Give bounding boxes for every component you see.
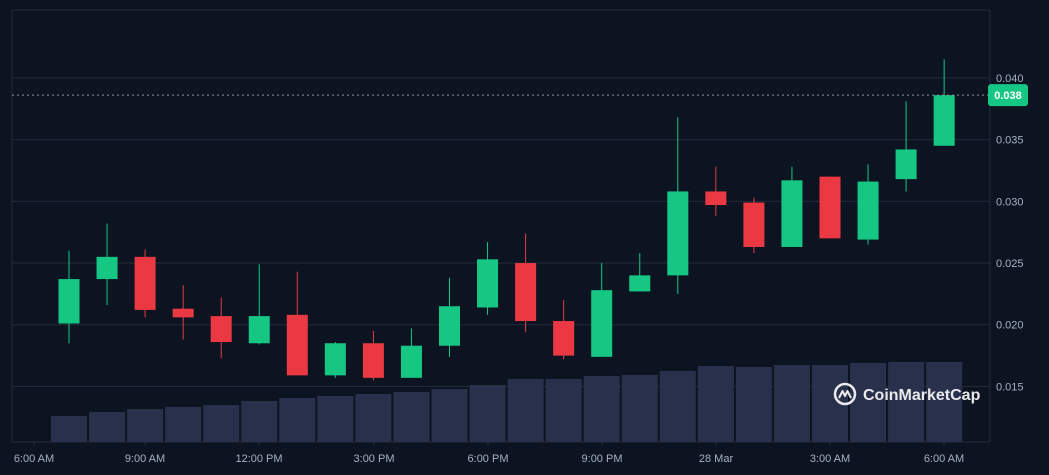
candle-3 [172, 285, 194, 340]
candle-body-12 [515, 263, 537, 322]
volume-bar-6 [279, 398, 316, 442]
candle-15 [629, 253, 651, 292]
volume-bars [51, 362, 963, 442]
candle-body-9 [400, 345, 422, 378]
volume-bar-23 [926, 362, 963, 442]
candle-19 [781, 166, 803, 247]
candle-13 [553, 300, 575, 360]
candle-body-20 [819, 176, 841, 239]
candle-body-14 [591, 290, 613, 357]
candle-23 [933, 59, 955, 146]
volume-bar-2 [127, 409, 164, 442]
candle-body-2 [134, 256, 156, 310]
volume-bar-21 [850, 363, 887, 442]
volume-bar-5 [241, 401, 278, 442]
candle-1 [96, 223, 118, 305]
volume-bar-15 [621, 375, 658, 442]
candle-12 [515, 233, 537, 333]
candle-body-3 [172, 308, 194, 318]
candle-body-13 [553, 321, 575, 356]
x-tick-label-7: 3:00 AM [810, 453, 850, 465]
y-tick-label-0: 0.015 [996, 381, 1024, 393]
volume-bar-3 [165, 407, 202, 442]
volume-bar-18 [735, 367, 772, 442]
coinmarketcap-watermark: CoinMarketCap [833, 382, 981, 406]
candle-22 [895, 101, 917, 192]
candle-7 [324, 342, 346, 378]
volume-bar-11 [469, 385, 506, 442]
volume-bar-1 [89, 412, 126, 442]
candle-body-0 [58, 279, 80, 324]
candle-10 [439, 277, 460, 357]
volume-bar-13 [545, 379, 582, 442]
candle-6 [286, 271, 308, 376]
candle-body-6 [286, 314, 308, 376]
candle-body-22 [895, 149, 917, 180]
candle-2 [134, 249, 156, 318]
volume-bar-9 [393, 392, 430, 442]
x-tick-label-3: 3:00 PM [354, 453, 395, 465]
candle-body-4 [210, 316, 232, 343]
volume-bar-22 [888, 362, 925, 442]
x-axis: 6:00 AM 9:00 AM 12:00 PM 3:00 PM 6:00 PM 9:00… [14, 442, 964, 465]
y-tick-label-3: 0.030 [996, 196, 1024, 208]
y-tick-label-5: 0.040 [996, 73, 1024, 85]
candle-18 [743, 197, 765, 254]
candle-body-21 [857, 181, 879, 240]
x-tick-label-4: 6:00 PM [468, 453, 509, 465]
candle-body-5 [248, 316, 270, 344]
candle-5 [248, 264, 270, 345]
volume-bar-7 [317, 396, 354, 442]
candle-17 [705, 166, 727, 217]
candle-20 [819, 176, 841, 239]
candle-body-16 [667, 191, 689, 276]
candle-body-17 [705, 191, 727, 206]
volume-bar-19 [773, 365, 810, 442]
candle-body-10 [439, 306, 460, 346]
current-price-tag [988, 84, 1028, 107]
current-price-marker: 0.038 [12, 84, 1028, 107]
volume-bar-16 [659, 371, 696, 442]
current-price-label: 0.038 [994, 90, 1022, 102]
y-axis: 0.015 0.020 0.025 0.030 0.035 0.040 [996, 73, 1024, 394]
candle-16 [667, 117, 689, 294]
volume-bar-8 [355, 394, 392, 442]
candle-body-18 [743, 202, 765, 247]
x-tick-label-1: 9:00 AM [125, 453, 165, 465]
candle-14 [591, 263, 613, 357]
x-tick-label-0: 6:00 AM [14, 453, 54, 465]
candle-body-23 [933, 95, 955, 146]
candle-body-1 [96, 256, 118, 280]
volume-bar-17 [697, 366, 734, 442]
x-tick-label-5: 9:00 PM [582, 453, 623, 465]
y-tick-label-2: 0.025 [996, 258, 1024, 270]
candle-0 [58, 250, 80, 344]
candle-4 [210, 297, 232, 359]
candle-body-7 [324, 343, 346, 376]
candle-9 [400, 328, 422, 378]
candle-body-15 [629, 275, 651, 292]
volume-bar-12 [507, 379, 544, 442]
volume-bar-0 [51, 416, 87, 442]
y-tick-label-1: 0.020 [996, 320, 1024, 332]
y-tick-label-4: 0.035 [996, 135, 1024, 147]
watermark-text: CoinMarketCap [863, 387, 981, 404]
candle-body-19 [781, 180, 803, 247]
candle-8 [362, 330, 384, 381]
candle-body-11 [477, 259, 499, 308]
candles [58, 59, 955, 381]
candle-body-8 [362, 343, 384, 378]
x-tick-label-8: 6:00 AM [924, 453, 964, 465]
x-tick-label-2: 12:00 PM [235, 453, 282, 465]
candle-21 [857, 164, 879, 245]
candle-11 [477, 242, 499, 315]
volume-bar-10 [431, 389, 468, 442]
volume-bar-4 [203, 405, 240, 442]
x-tick-label-6: 28 Mar [699, 453, 734, 465]
coinmarketcap-logo-icon [833, 382, 857, 406]
volume-bar-14 [583, 376, 620, 442]
